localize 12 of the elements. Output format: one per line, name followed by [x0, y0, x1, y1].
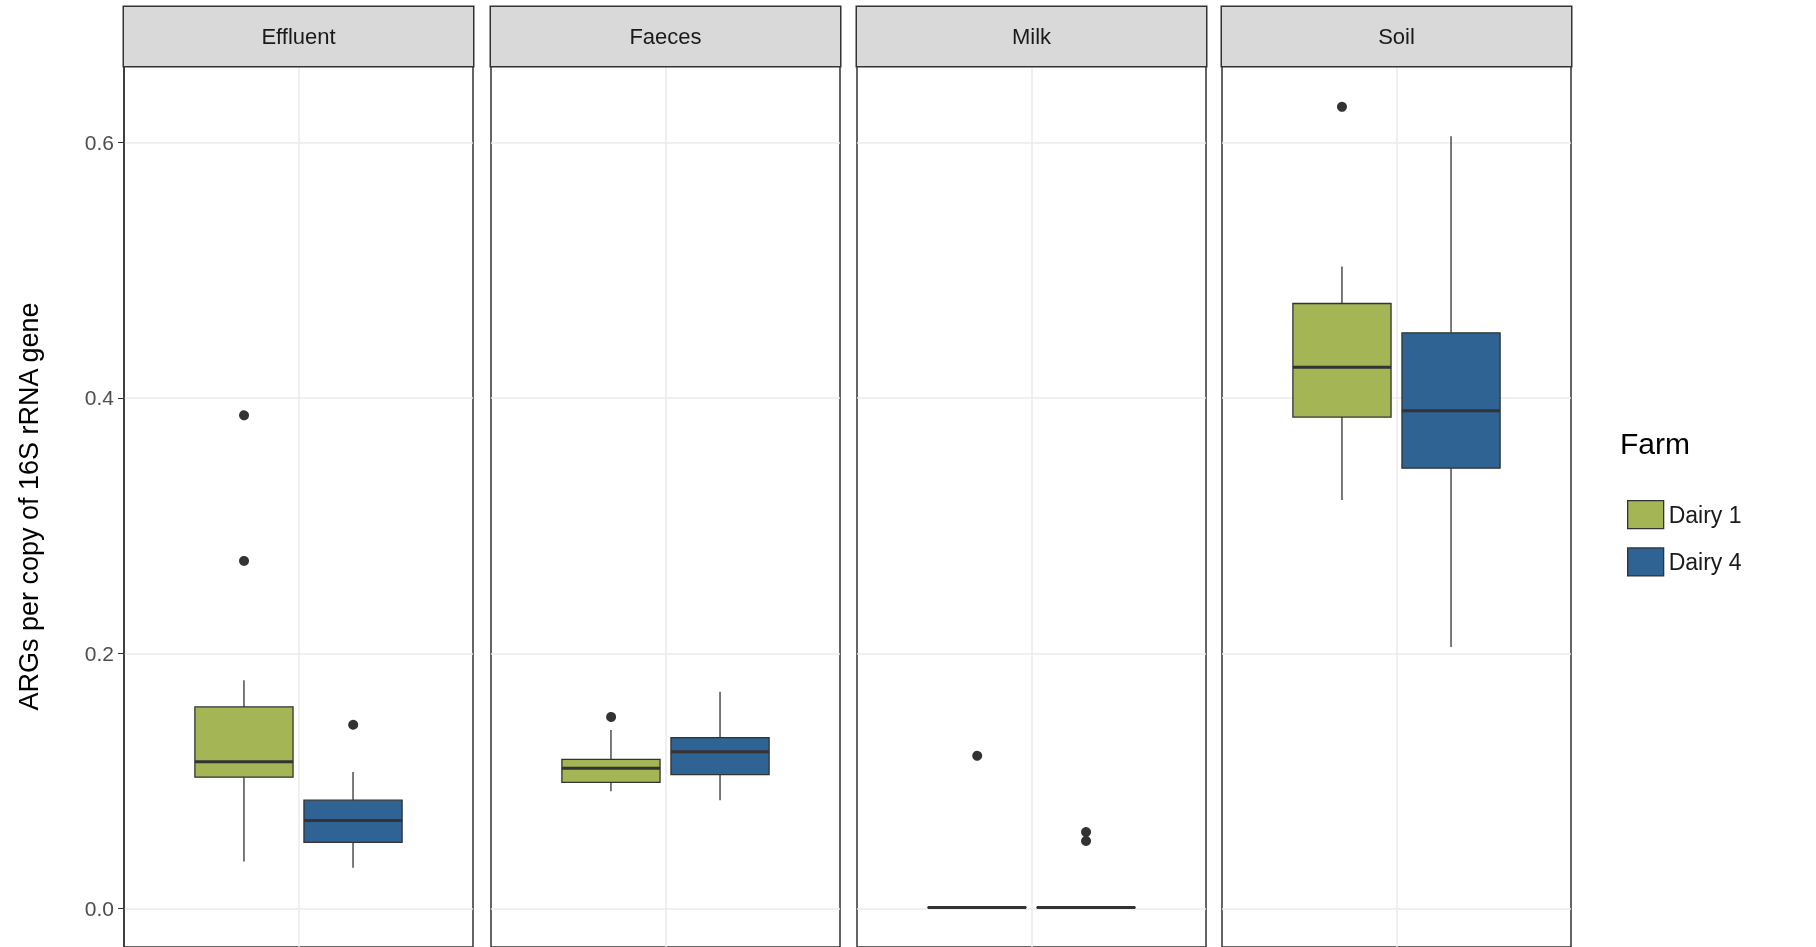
x-tick-label: Faeces: [629, 24, 702, 49]
x-tick-label: Effluent: [261, 24, 336, 49]
legend-title: Farm: [1620, 426, 1690, 460]
legend-label: Dairy 4: [1668, 548, 1742, 575]
y-tick-label: 0.6: [84, 131, 114, 155]
x-tick-label: Soil: [1378, 24, 1415, 49]
y-tick-label: 0.0: [84, 897, 114, 921]
y-tick-label: 0.2: [84, 641, 114, 665]
x-tick-label: Milk: [1011, 24, 1053, 49]
y-tick-label: 0.4: [84, 386, 115, 410]
y-axis-title: ARGs per copy of 16S rRNA gene: [13, 302, 44, 711]
legend-label: Dairy 1: [1668, 501, 1742, 528]
